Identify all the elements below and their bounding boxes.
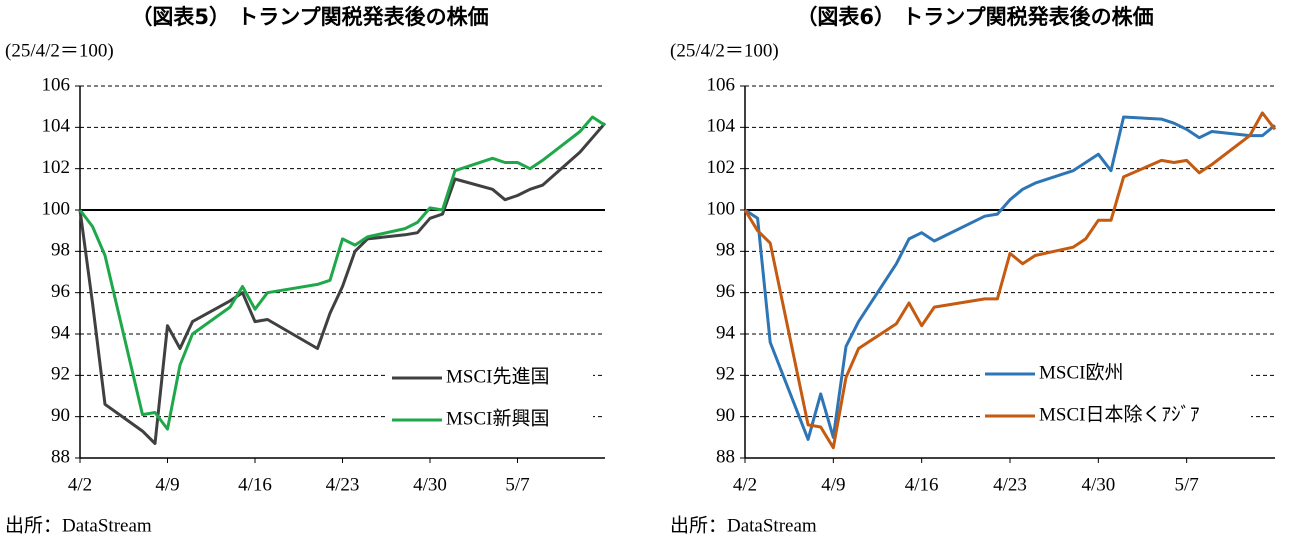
y-tick-label: 92	[51, 364, 70, 385]
series-line	[743, 111, 1277, 450]
series-line	[744, 115, 1276, 441]
y-axis-label: (25/4/2＝100)	[670, 40, 779, 61]
x-tick-label: 4/23	[326, 474, 360, 495]
x-tick-label: 5/7	[505, 474, 529, 495]
y-tick-label: 94	[716, 322, 736, 343]
y-tick-label: 104	[42, 116, 71, 137]
x-tick-label: 4/16	[905, 474, 939, 495]
y-tick-label: 88	[716, 446, 735, 467]
series-line	[78, 115, 606, 431]
y-tick-label: 106	[707, 74, 736, 95]
x-tick-label: 4/2	[733, 474, 757, 495]
y-tick-label: 94	[51, 322, 71, 343]
y-tick-label: 106	[42, 74, 71, 95]
x-tick-label: 5/7	[1175, 474, 1199, 495]
legend-label: MSCI先進国	[446, 365, 549, 387]
x-tick-label: 4/30	[413, 474, 447, 495]
y-tick-label: 92	[716, 364, 735, 385]
y-tick-label: 102	[42, 157, 71, 178]
x-tick-label: 4/16	[238, 474, 272, 495]
y-axis-label: (25/4/2＝100)	[5, 40, 114, 61]
legend-label: MSCI日本除くｱｼﾞｱ	[1039, 403, 1199, 425]
y-tick-label: 102	[707, 157, 736, 178]
x-tick-label: 4/23	[993, 474, 1027, 495]
y-tick-label: 90	[51, 405, 70, 426]
legend-box	[388, 360, 593, 438]
x-tick-label: 4/30	[1081, 474, 1115, 495]
y-tick-label: 100	[707, 198, 736, 219]
source-note: 出所：DataStream	[5, 514, 152, 536]
legend-label: MSCI新興国	[446, 407, 549, 429]
y-tick-label: 98	[716, 240, 735, 261]
legend-box	[981, 356, 1251, 434]
y-tick-label: 104	[707, 116, 736, 137]
y-tick-label: 96	[51, 281, 70, 302]
y-tick-label: 90	[716, 405, 735, 426]
y-tick-label: 96	[716, 281, 735, 302]
series-line	[78, 122, 607, 445]
y-tick-label: 100	[42, 198, 71, 219]
source-note: 出所：DataStream	[670, 514, 817, 536]
x-tick-label: 4/9	[821, 474, 845, 495]
y-tick-label: 98	[51, 240, 70, 261]
chart-title: （図表6） トランプ関税発表後の株価	[796, 5, 1153, 29]
x-tick-label: 4/9	[155, 474, 179, 495]
legend-label: MSCI欧州	[1039, 361, 1123, 383]
y-tick-label: 88	[51, 446, 70, 467]
chart-title: （図表5） トランプ関税発表後の株価	[131, 5, 488, 29]
x-tick-label: 4/2	[68, 474, 92, 495]
